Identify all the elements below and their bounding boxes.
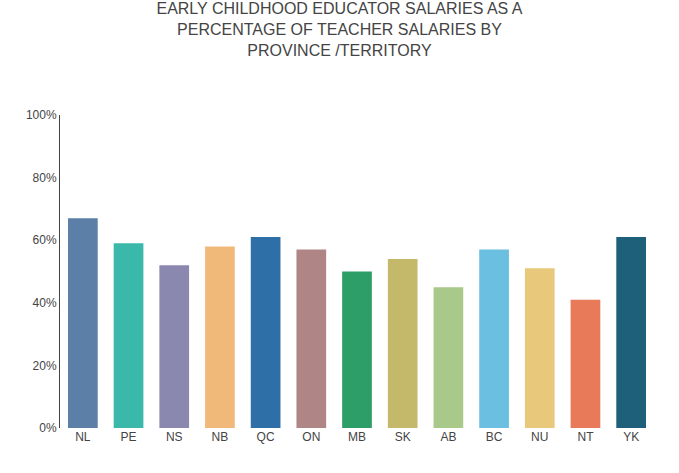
svg-text:80%: 80% (33, 171, 57, 185)
svg-text:BC: BC (486, 430, 503, 444)
svg-text:YK: YK (623, 430, 639, 444)
svg-text:0%: 0% (39, 421, 57, 435)
svg-text:NT: NT (577, 430, 594, 444)
svg-text:MB: MB (348, 430, 366, 444)
svg-text:NS: NS (166, 430, 183, 444)
svg-text:100%: 100% (26, 108, 57, 122)
svg-text:AB: AB (440, 430, 456, 444)
svg-text:NU: NU (531, 430, 548, 444)
svg-text:NL: NL (75, 430, 91, 444)
svg-text:40%: 40% (33, 296, 57, 310)
svg-text:SK: SK (395, 430, 411, 444)
svg-text:PE: PE (121, 430, 137, 444)
svg-text:20%: 20% (33, 359, 57, 373)
svg-text:QC: QC (257, 430, 275, 444)
svg-text:60%: 60% (33, 233, 57, 247)
svg-text:EARLY CHILDHOOD EDUCATOR SALAR: EARLY CHILDHOOD EDUCATOR SALARIES AS APE… (156, 0, 522, 59)
svg-text:ON: ON (302, 430, 320, 444)
svg-text:NB: NB (212, 430, 229, 444)
